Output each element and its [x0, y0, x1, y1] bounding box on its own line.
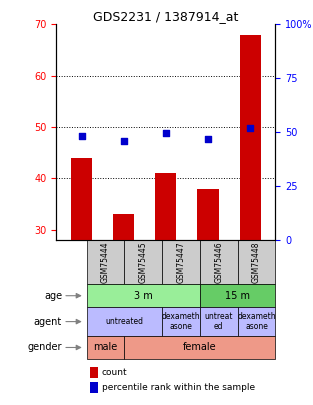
Text: 15 m: 15 m	[225, 291, 250, 301]
Point	[163, 130, 168, 136]
Text: agent: agent	[34, 317, 62, 326]
Text: GSM75444: GSM75444	[101, 241, 110, 283]
Bar	[124, 336, 275, 359]
Bar	[198, 189, 218, 240]
Bar	[87, 307, 162, 336]
Bar	[90, 382, 98, 393]
Text: female: female	[183, 343, 217, 352]
Bar	[87, 336, 124, 359]
Point	[79, 133, 84, 140]
Text: dexameth
asone: dexameth asone	[162, 312, 200, 331]
Bar	[162, 307, 200, 336]
Text: GSM75448: GSM75448	[252, 241, 261, 283]
Bar	[90, 367, 98, 378]
Bar	[238, 240, 275, 284]
Bar	[124, 240, 162, 284]
Bar	[200, 284, 275, 307]
Text: GSM75445: GSM75445	[139, 241, 148, 283]
Bar	[155, 173, 177, 240]
Text: GSM75447: GSM75447	[177, 241, 186, 283]
Text: gender: gender	[28, 343, 62, 352]
Bar	[113, 214, 134, 240]
Text: count: count	[102, 368, 127, 377]
Bar	[238, 307, 275, 336]
Bar	[71, 158, 92, 240]
Text: 3 m: 3 m	[134, 291, 153, 301]
Text: untreat
ed: untreat ed	[204, 312, 233, 331]
Text: percentile rank within the sample: percentile rank within the sample	[102, 383, 255, 392]
Bar	[200, 307, 238, 336]
Text: GSM75446: GSM75446	[214, 241, 223, 283]
Bar	[240, 34, 261, 240]
Bar	[200, 240, 238, 284]
Text: dexameth
asone: dexameth asone	[237, 312, 276, 331]
Bar	[87, 240, 124, 284]
Point	[248, 125, 253, 131]
Bar	[162, 240, 200, 284]
Text: male: male	[93, 343, 118, 352]
Text: age: age	[44, 291, 62, 301]
Point	[121, 138, 126, 144]
Bar	[87, 284, 200, 307]
Text: untreated: untreated	[105, 317, 143, 326]
Point	[206, 135, 211, 142]
Title: GDS2231 / 1387914_at: GDS2231 / 1387914_at	[93, 10, 239, 23]
